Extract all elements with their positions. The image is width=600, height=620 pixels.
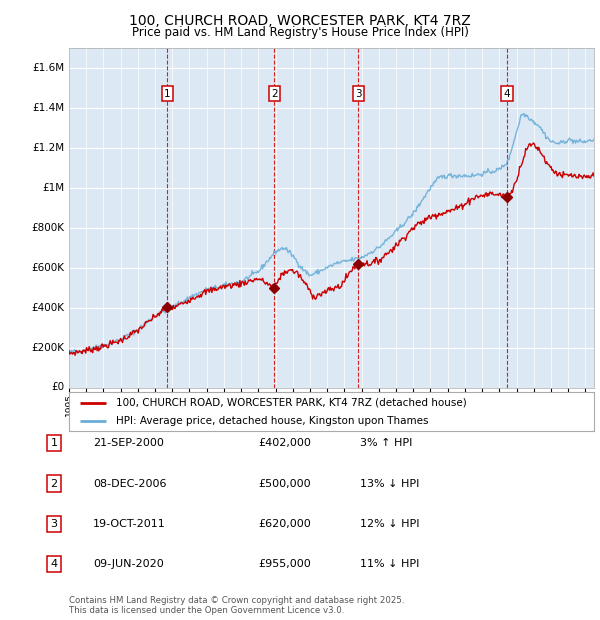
Text: £400K: £400K bbox=[32, 303, 65, 312]
Text: 1: 1 bbox=[50, 438, 58, 448]
Text: 4: 4 bbox=[50, 559, 58, 569]
Text: 3: 3 bbox=[355, 89, 361, 99]
Text: 11% ↓ HPI: 11% ↓ HPI bbox=[360, 559, 419, 569]
Text: £0: £0 bbox=[52, 383, 65, 392]
Text: Contains HM Land Registry data © Crown copyright and database right 2025.
This d: Contains HM Land Registry data © Crown c… bbox=[69, 596, 404, 615]
Text: £402,000: £402,000 bbox=[258, 438, 311, 448]
Text: 13% ↓ HPI: 13% ↓ HPI bbox=[360, 479, 419, 489]
Text: £500,000: £500,000 bbox=[258, 479, 311, 489]
Text: 09-JUN-2020: 09-JUN-2020 bbox=[93, 559, 164, 569]
Text: £800K: £800K bbox=[32, 223, 65, 232]
Text: 21-SEP-2000: 21-SEP-2000 bbox=[93, 438, 164, 448]
Text: 4: 4 bbox=[503, 89, 510, 99]
Text: 19-OCT-2011: 19-OCT-2011 bbox=[93, 519, 166, 529]
Text: £1.2M: £1.2M bbox=[32, 143, 65, 153]
Text: 3% ↑ HPI: 3% ↑ HPI bbox=[360, 438, 412, 448]
Text: 100, CHURCH ROAD, WORCESTER PARK, KT4 7RZ (detached house): 100, CHURCH ROAD, WORCESTER PARK, KT4 7R… bbox=[116, 398, 467, 408]
Text: 1: 1 bbox=[164, 89, 171, 99]
Text: Price paid vs. HM Land Registry's House Price Index (HPI): Price paid vs. HM Land Registry's House … bbox=[131, 26, 469, 39]
Text: £620,000: £620,000 bbox=[258, 519, 311, 529]
Text: 100, CHURCH ROAD, WORCESTER PARK, KT4 7RZ: 100, CHURCH ROAD, WORCESTER PARK, KT4 7R… bbox=[129, 14, 471, 28]
Text: 3: 3 bbox=[50, 519, 58, 529]
Text: £600K: £600K bbox=[32, 263, 65, 273]
Text: £955,000: £955,000 bbox=[258, 559, 311, 569]
Text: £1M: £1M bbox=[43, 183, 65, 193]
Text: 12% ↓ HPI: 12% ↓ HPI bbox=[360, 519, 419, 529]
Text: £200K: £200K bbox=[32, 342, 65, 353]
Text: HPI: Average price, detached house, Kingston upon Thames: HPI: Average price, detached house, King… bbox=[116, 416, 429, 426]
Text: £1.4M: £1.4M bbox=[32, 103, 65, 113]
Text: 2: 2 bbox=[271, 89, 278, 99]
Text: 2: 2 bbox=[50, 479, 58, 489]
Text: 08-DEC-2006: 08-DEC-2006 bbox=[93, 479, 167, 489]
Text: £1.6M: £1.6M bbox=[32, 63, 65, 73]
